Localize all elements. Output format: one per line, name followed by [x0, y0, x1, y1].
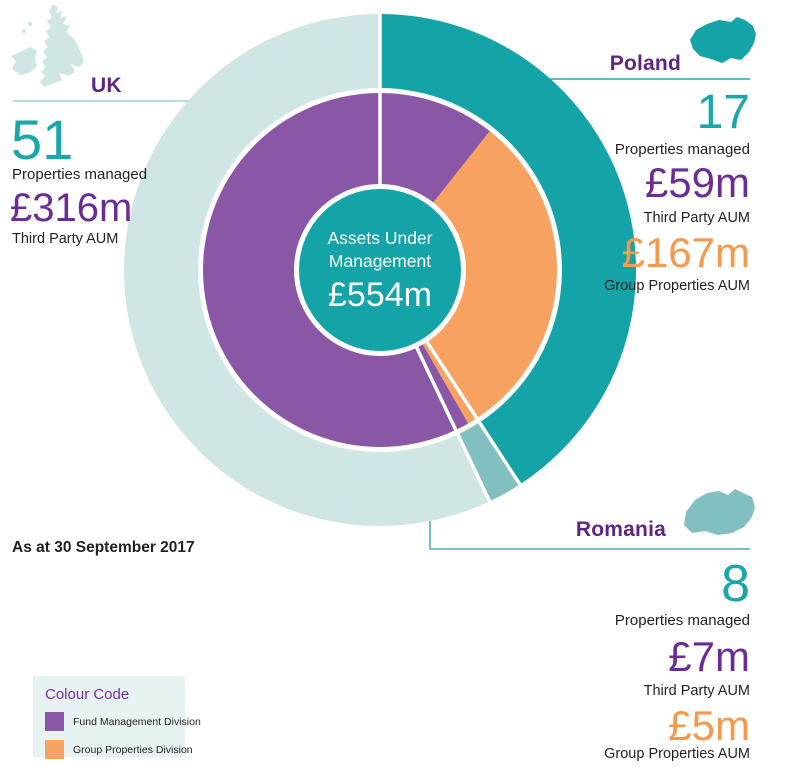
romania-group-label: Group Properties AUM [604, 746, 750, 762]
poland-group-label: Group Properties AUM [604, 278, 750, 294]
inner-segment-romania-group [422, 342, 477, 424]
donut-center-circle [299, 189, 461, 351]
poland-properties-label: Properties managed [614, 141, 750, 158]
uk-heading: UK [91, 74, 122, 97]
romania-map-icon [684, 489, 755, 535]
legend-item-group-properties: Group Properties Division [45, 740, 193, 759]
uk-map-ireland [11, 47, 37, 75]
uk-map-icon [11, 4, 84, 87]
uk-third-party-label: Third Party AUM [12, 231, 119, 247]
legend-item-fund-management: Fund Management Division [45, 712, 201, 731]
legend-title: Colour Code [45, 686, 130, 703]
romania-group-aum: £5m [668, 702, 750, 749]
uk-map-island-dot [22, 29, 26, 33]
ring-separator [423, 337, 523, 487]
poland-third-party-label: Third Party AUM [643, 210, 750, 226]
donut-center-label: Assets Under Management £554m [303, 227, 457, 312]
ring-separator [413, 343, 493, 504]
legend-item-label: Group Properties Division [73, 743, 193, 756]
colour-code-legend: Colour Code Fund Management Division Gro… [33, 676, 201, 759]
outer-segment-poland [380, 14, 637, 485]
outer-segment-uk [123, 14, 490, 526]
romania-properties-label: Properties managed [614, 612, 750, 629]
center-title: Assets Under Management [327, 228, 433, 271]
group-properties-swatch [45, 740, 64, 759]
inner-segment-uk-third-party [203, 93, 456, 448]
romania-third-party-aum: £7m [668, 633, 750, 680]
romania-leader-line [429, 521, 750, 550]
romania-properties-count: 8 [721, 555, 750, 613]
inner-segment-poland-third-party [380, 93, 490, 203]
inner-segment-poland-group [427, 131, 558, 419]
poland-heading: Poland [609, 52, 681, 75]
poland-map-icon [690, 17, 756, 63]
center-value: £554m [328, 275, 432, 314]
as-at-date: As at 30 September 2017 [12, 539, 195, 556]
uk-third-party-aum: £316m [10, 186, 133, 230]
poland-group-aum: £167m [621, 229, 750, 276]
romania-third-party-label: Third Party AUM [643, 683, 750, 699]
poland-properties-count: 17 [696, 86, 750, 139]
donut-rings [123, 12, 637, 526]
poland-third-party-aum: £59m [644, 159, 750, 206]
uk-map-island-dot [28, 22, 32, 26]
inner-segment-romania-third-party [416, 344, 469, 430]
romania-heading: Romania [575, 518, 666, 541]
uk-properties-count: 51 [11, 108, 74, 171]
fund-management-swatch [45, 712, 64, 731]
outer-segment-romania [457, 422, 520, 502]
legend-item-label: Fund Management Division [73, 715, 201, 728]
uk-map-great-britain [40, 4, 84, 87]
uk-properties-label: Properties managed [12, 166, 148, 183]
